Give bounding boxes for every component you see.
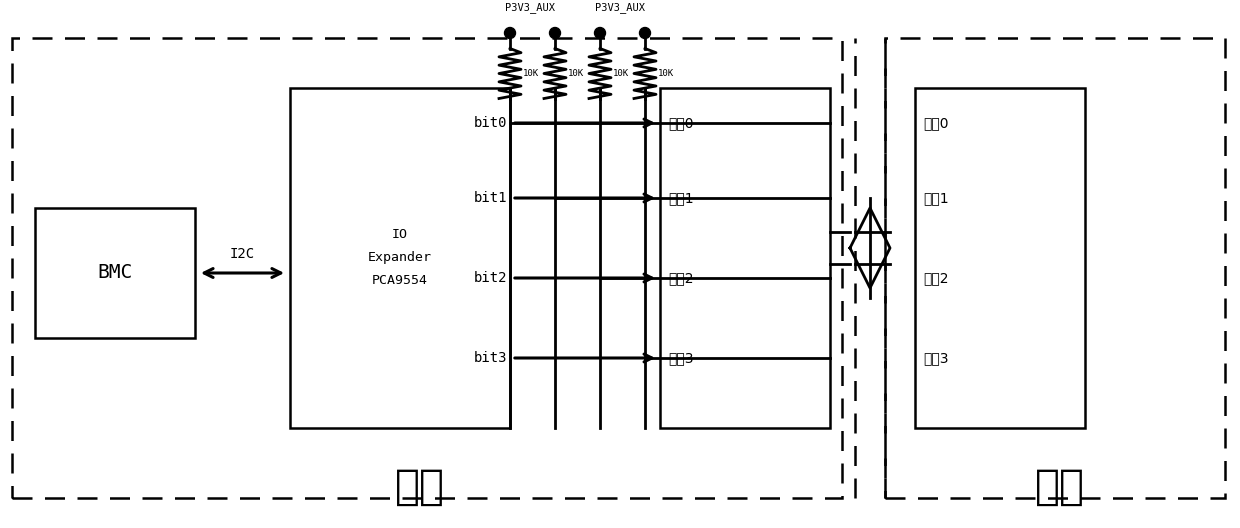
Text: 弹獇0: 弹獇0 (668, 116, 693, 130)
Text: 触点0: 触点0 (923, 116, 949, 130)
Text: bit3: bit3 (474, 351, 507, 365)
Text: 触点1: 触点1 (923, 191, 949, 205)
Text: 弹獇3: 弹獇3 (668, 351, 693, 365)
Text: bit2: bit2 (474, 271, 507, 285)
Circle shape (505, 27, 516, 39)
Text: 10K: 10K (523, 69, 539, 78)
Circle shape (640, 27, 651, 39)
Text: bit0: bit0 (474, 116, 507, 130)
Text: BMC: BMC (98, 263, 133, 282)
Text: 触点3: 触点3 (923, 351, 949, 365)
Text: 10K: 10K (568, 69, 584, 78)
Bar (885, 38, 1225, 498)
Text: 弹獇2: 弹獇2 (668, 271, 693, 285)
Bar (915, 88, 1085, 428)
Text: 节点: 节点 (396, 466, 445, 508)
Text: 10K: 10K (658, 69, 675, 78)
Text: IO
Expander
PCA9554: IO Expander PCA9554 (368, 229, 432, 288)
Text: P3V3_AUX: P3V3_AUX (595, 2, 645, 13)
Bar (660, 88, 830, 428)
Bar (12, 38, 842, 498)
Text: I2C: I2C (229, 247, 255, 261)
Circle shape (549, 27, 560, 39)
Circle shape (594, 27, 605, 39)
Text: 触点2: 触点2 (923, 271, 949, 285)
Text: bit1: bit1 (474, 191, 507, 205)
Text: 机柜: 机柜 (1035, 466, 1085, 508)
Bar (35, 208, 195, 338)
Text: 弹獇1: 弹獇1 (668, 191, 693, 205)
Text: P3V3_AUX: P3V3_AUX (505, 2, 556, 13)
Bar (290, 88, 510, 428)
Text: 10K: 10K (613, 69, 629, 78)
